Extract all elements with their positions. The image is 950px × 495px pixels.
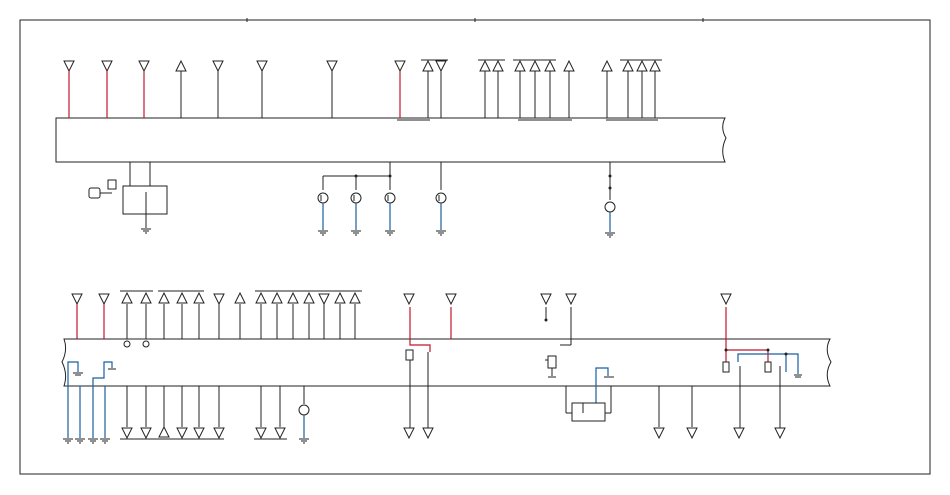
module-top	[55, 117, 727, 163]
connector-up-icon	[349, 291, 361, 304]
lamp-icon	[604, 201, 616, 213]
connector-up-icon	[158, 425, 170, 438]
connector-down-icon	[403, 427, 415, 440]
key-icon	[88, 187, 101, 199]
transistor-icon	[547, 355, 557, 369]
ignition-switch	[88, 162, 168, 234]
connector-down-icon	[274, 427, 286, 440]
connector-down-icon	[140, 427, 152, 440]
connector-down-icon	[653, 427, 665, 440]
connector-down-icon	[565, 293, 577, 306]
connector-down-icon	[63, 60, 75, 73]
lamps	[317, 192, 447, 236]
connector-icon	[142, 340, 150, 348]
connector-down-icon	[212, 60, 224, 73]
bottom-lamp	[298, 386, 310, 438]
relay-icon	[722, 361, 730, 373]
transistor-block	[544, 307, 614, 422]
connector-up-icon	[121, 291, 133, 304]
connector-down-icon	[138, 60, 150, 73]
lamp-icon	[384, 192, 396, 204]
relay-icon	[764, 361, 772, 373]
connector-up-icon	[303, 291, 315, 304]
connector-up-icon	[193, 291, 205, 304]
connector-down-icon	[435, 60, 447, 73]
module-bottom-body	[61, 338, 832, 387]
connector-icon	[571, 402, 606, 422]
lamp-icon	[350, 192, 362, 204]
connector-down-icon	[213, 427, 225, 440]
top-connectors	[63, 59, 662, 121]
connector-down-icon	[394, 60, 406, 73]
connector-down-icon	[101, 60, 113, 73]
connector-up-icon	[255, 291, 267, 304]
connector-down-icon	[540, 293, 552, 306]
connector-down-icon	[686, 427, 698, 440]
connector-up-icon	[158, 291, 170, 304]
connector-down-icon	[193, 427, 205, 440]
connector-icon	[123, 340, 131, 348]
left-ground-signals	[67, 361, 116, 438]
connector-down-icon	[403, 293, 415, 306]
connector-down-icon	[720, 293, 732, 306]
connector-up-icon	[271, 291, 283, 304]
lamp-right	[604, 162, 616, 238]
connector-down-icon	[326, 60, 338, 73]
lamp-icon	[435, 192, 447, 204]
relay-block-right	[722, 307, 802, 428]
drawing-frame	[19, 19, 931, 475]
lamp-group	[322, 162, 442, 190]
relay-block-left	[405, 307, 452, 428]
connector-down-icon	[318, 293, 330, 306]
lamp-icon	[317, 192, 329, 204]
lamp-icon	[298, 404, 310, 416]
connector-down-icon	[255, 427, 267, 440]
connector-up-icon	[176, 291, 188, 304]
connector-down-icon	[213, 293, 225, 306]
connector-up-icon	[140, 291, 152, 304]
connector-down-icon	[176, 427, 188, 440]
connector-up-icon	[234, 291, 246, 304]
switch-icon	[107, 179, 117, 190]
connector-down-icon	[445, 293, 457, 306]
connector-up-icon	[287, 291, 299, 304]
connector-down-icon	[121, 427, 133, 440]
relay-icon	[405, 349, 414, 361]
connector-up-icon	[334, 291, 346, 304]
module-bottom	[61, 338, 832, 387]
connector-down-icon	[256, 60, 268, 73]
connector-down-icon	[98, 293, 110, 306]
connector-down-icon	[733, 427, 745, 440]
bottom-connectors	[71, 290, 732, 339]
module-top-body	[55, 117, 727, 163]
connector-down-icon	[71, 293, 83, 306]
bottom-lower-connectors	[63, 386, 786, 444]
